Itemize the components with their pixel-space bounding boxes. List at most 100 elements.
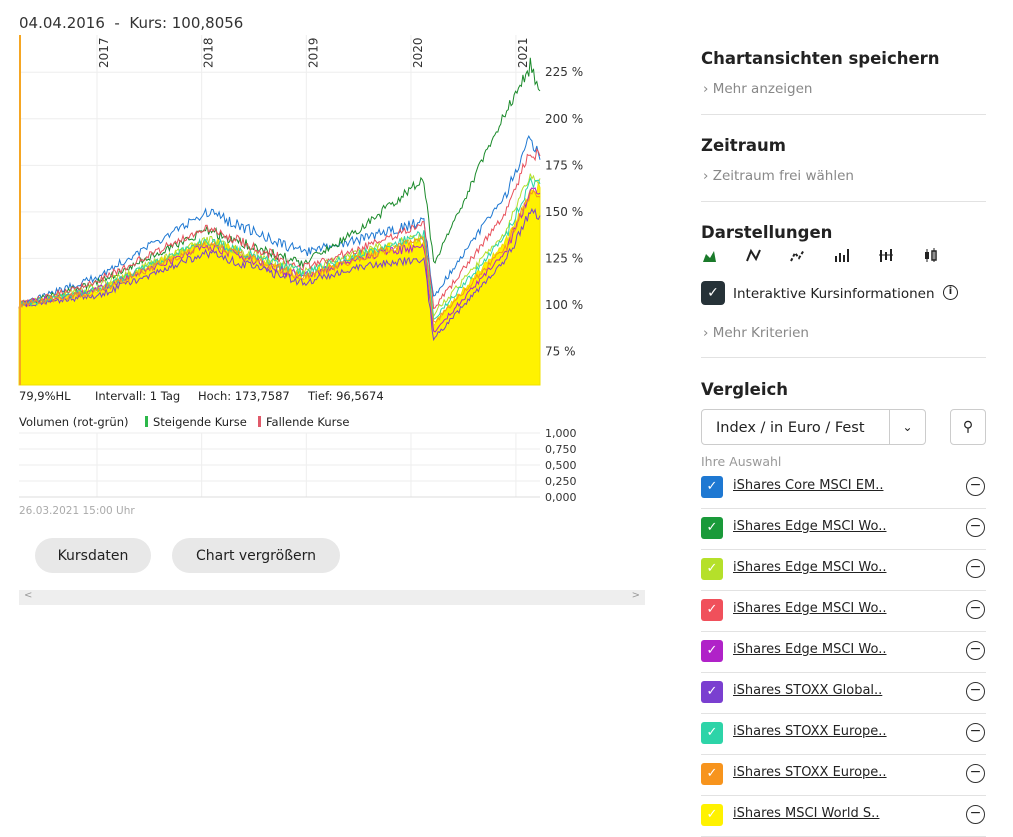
item-checkbox[interactable]: ✓ <box>701 599 723 621</box>
bar-chart-icon[interactable] <box>835 249 849 262</box>
series-line <box>18 147 541 310</box>
y-tick-label: 125 % <box>545 251 583 265</box>
period-title: Zeitraum <box>701 136 786 155</box>
item-checkbox[interactable]: ✓ <box>701 476 723 498</box>
low-info: Tief: 96,5674 <box>308 389 384 403</box>
more-criteria-label: Mehr Kriterien <box>712 325 809 341</box>
remove-icon[interactable]: − <box>966 477 985 496</box>
item-checkbox[interactable]: ✓ <box>701 681 723 703</box>
remove-icon[interactable]: − <box>966 641 985 660</box>
x-tick-label: 2021 <box>516 37 530 68</box>
remove-icon[interactable]: − <box>966 518 985 537</box>
kursdaten-button[interactable]: Kursdaten <box>35 538 151 573</box>
save-views-title: Chartansichten speichern <box>701 49 940 68</box>
compare-title: Vergleich <box>701 380 789 399</box>
choose-period-label: Zeitraum frei wählen <box>712 168 854 184</box>
price-chart[interactable]: 75 % 100 % 125 % 150 % 175 % 200 % 225 % 2017 20… <box>0 30 600 510</box>
interactive-info-label: Interaktive Kursinformationen <box>733 286 935 302</box>
rising-marker <box>145 416 148 427</box>
volume-tick-label: 0,750 <box>545 443 577 456</box>
item-link[interactable]: iShares Edge MSCI Wo.. <box>733 560 887 575</box>
horizontal-scrollbar[interactable]: < > <box>19 590 645 605</box>
search-icon: ⚲ <box>962 419 974 435</box>
item-link[interactable]: iShares Edge MSCI Wo.. <box>733 601 887 616</box>
show-more-link[interactable]: › Mehr anzeigen <box>703 81 813 97</box>
falling-label: Fallende Kurse <box>266 415 350 429</box>
comparison-item: ✓ iShares STOXX Europe.. − <box>701 755 986 796</box>
comparison-item: ✓ iShares Edge MSCI Wo.. − <box>701 632 986 673</box>
comparison-item: ✓ iShares Edge MSCI Wo.. − <box>701 591 986 632</box>
y-tick-label: 175 % <box>545 158 583 172</box>
falling-marker <box>258 416 261 427</box>
item-link[interactable]: iShares Edge MSCI Wo.. <box>733 642 887 657</box>
y-tick-label: 100 % <box>545 298 583 312</box>
choose-period-link[interactable]: › Zeitraum frei wählen <box>703 168 854 184</box>
series-line <box>18 173 541 318</box>
remove-icon[interactable]: − <box>966 682 985 701</box>
scroll-left-icon[interactable]: < <box>24 590 33 601</box>
item-checkbox[interactable]: ✓ <box>701 640 723 662</box>
scroll-right-icon[interactable]: > <box>631 590 640 601</box>
display-title: Darstellungen <box>701 223 833 242</box>
divider <box>701 114 986 115</box>
comparison-item: ✓ iShares Edge MSCI Wo.. − <box>701 550 986 591</box>
line-chart-icon[interactable] <box>746 248 761 262</box>
volume-tick-label: 0,500 <box>545 459 577 472</box>
interactive-info-checkbox[interactable]: ✓ <box>701 281 725 305</box>
y-tick-label: 200 % <box>545 112 583 126</box>
comparison-item: ✓ iShares Core MSCI EM.. − <box>701 468 986 509</box>
search-button[interactable]: ⚲ <box>950 409 986 445</box>
dotted-line-icon[interactable] <box>790 249 805 262</box>
item-link[interactable]: iShares MSCI World S.. <box>733 806 880 821</box>
select-value: Index / in Euro / Fest <box>716 420 865 436</box>
comparison-item: ✓ iShares MSCI World S.. − <box>701 796 986 837</box>
legend-rising: Steigende Kurse <box>145 415 247 429</box>
ohlc-icon[interactable] <box>879 249 893 262</box>
volume-tick-label: 0,250 <box>545 475 577 488</box>
remove-icon[interactable]: − <box>966 600 985 619</box>
chart-header-title: 04.04.2016 - Kurs: 100,8056 <box>19 14 244 32</box>
x-tick-label: 2017 <box>97 37 111 68</box>
selection-label: Ihre Auswahl <box>701 454 782 469</box>
item-checkbox[interactable]: ✓ <box>701 517 723 539</box>
item-checkbox[interactable]: ✓ <box>701 722 723 744</box>
divider <box>701 357 986 358</box>
info-icon[interactable]: i <box>943 285 958 300</box>
item-link[interactable]: iShares STOXX Global.. <box>733 683 883 698</box>
chart-enlarge-button[interactable]: Chart vergrößern <box>172 538 340 573</box>
volume-tick-label: 0,000 <box>545 491 577 504</box>
y-tick-label: 150 % <box>545 205 583 219</box>
x-tick-label: 2018 <box>202 37 216 68</box>
remove-icon[interactable]: − <box>966 805 985 824</box>
item-checkbox[interactable]: ✓ <box>701 558 723 580</box>
x-tick-label: 2019 <box>306 37 320 68</box>
show-more-label: Mehr anzeigen <box>712 81 813 97</box>
check-icon: ✓ <box>707 285 719 301</box>
item-link[interactable]: iShares Core MSCI EM.. <box>733 478 884 493</box>
display-type-icons <box>703 248 937 262</box>
item-checkbox[interactable]: ✓ <box>701 804 723 826</box>
compare-type-select[interactable]: Index / in Euro / Fest ⌄ <box>701 409 926 445</box>
item-checkbox[interactable]: ✓ <box>701 763 723 785</box>
item-link[interactable]: iShares Edge MSCI Wo.. <box>733 519 887 534</box>
area-chart-icon[interactable] <box>703 251 716 262</box>
remove-icon[interactable]: − <box>966 723 985 742</box>
comparison-item: ✓ iShares STOXX Europe.. − <box>701 714 986 755</box>
hl-info: 79,9%HL <box>19 389 71 403</box>
remove-icon[interactable]: − <box>966 559 985 578</box>
rising-label: Steigende Kurse <box>153 415 247 429</box>
item-link[interactable]: iShares STOXX Europe.. <box>733 765 887 780</box>
timestamp: 26.03.2021 15:00 Uhr <box>19 505 135 517</box>
x-tick-label: 2020 <box>411 37 425 68</box>
high-info: Hoch: 173,7587 <box>198 389 290 403</box>
remove-icon[interactable]: − <box>966 764 985 783</box>
volume-label: Volumen (rot-grün) <box>19 415 129 429</box>
series-line <box>18 207 541 342</box>
volume-tick-label: 1,000 <box>545 427 577 440</box>
candlestick-icon[interactable] <box>925 248 937 262</box>
y-tick-label: 75 % <box>545 344 576 358</box>
more-criteria-link[interactable]: › Mehr Kriterien <box>703 325 809 341</box>
legend-falling: Fallende Kurse <box>258 415 349 429</box>
comparison-item: ✓ iShares Edge MSCI Wo.. − <box>701 509 986 550</box>
item-link[interactable]: iShares STOXX Europe.. <box>733 724 887 739</box>
